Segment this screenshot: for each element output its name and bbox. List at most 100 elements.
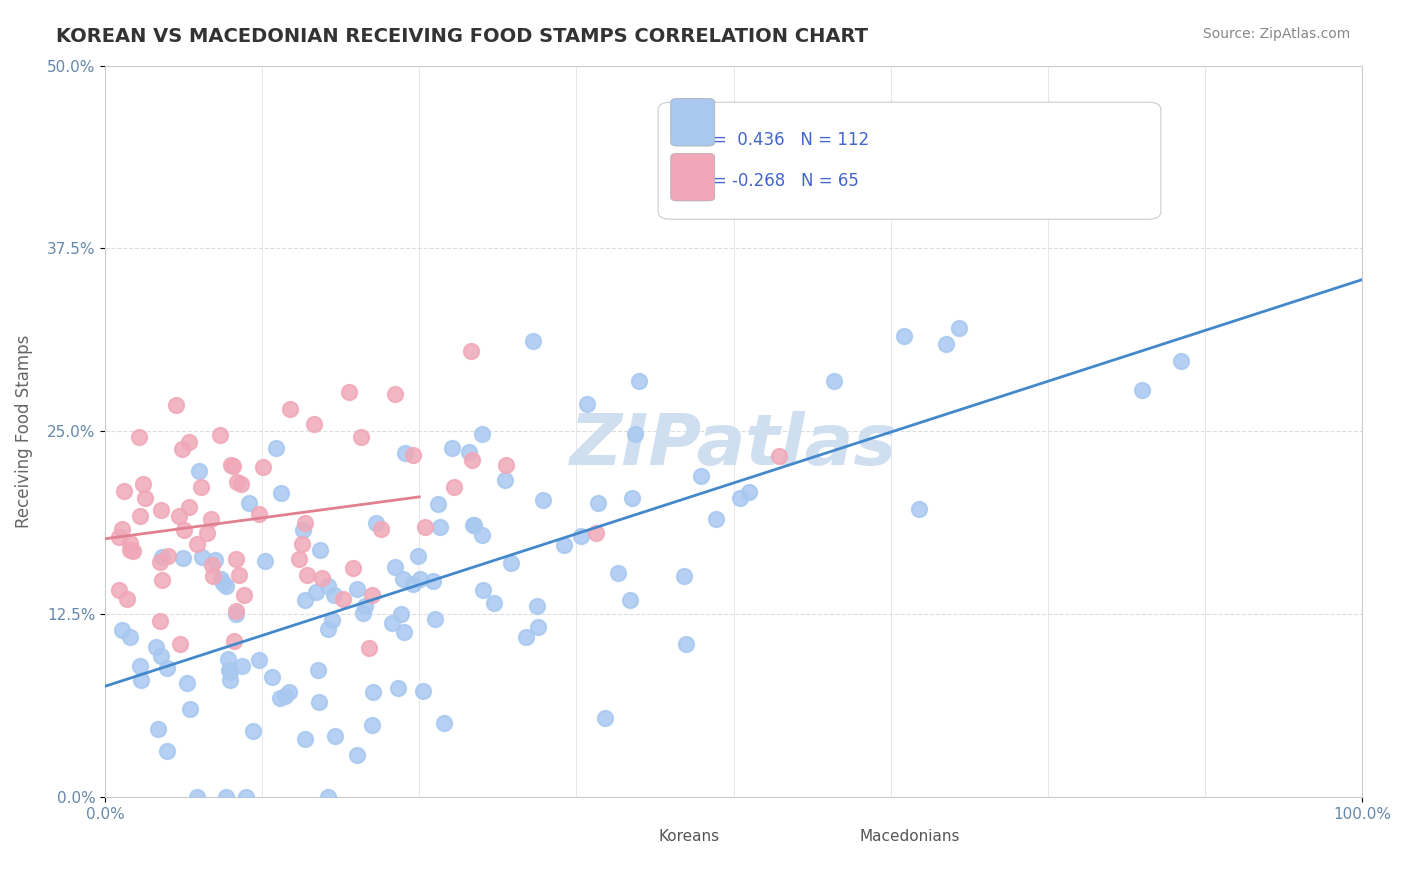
Point <box>672 569 695 583</box>
Point <box>342 561 364 575</box>
Point <box>121 543 143 558</box>
Point <box>689 469 711 483</box>
Point <box>215 579 238 593</box>
Text: Macedonians: Macedonians <box>859 829 960 844</box>
Point <box>1130 383 1153 397</box>
Point <box>527 620 550 634</box>
Point <box>176 676 198 690</box>
Point <box>402 576 425 591</box>
Point <box>169 509 191 524</box>
Point <box>359 641 381 656</box>
Point <box>149 649 172 664</box>
Point <box>186 537 208 551</box>
Point <box>381 616 404 631</box>
Point <box>585 525 607 540</box>
Point <box>191 550 214 565</box>
Point <box>384 560 406 574</box>
Point <box>458 445 481 459</box>
Point <box>111 523 134 537</box>
Point <box>402 448 425 462</box>
Point <box>316 578 339 592</box>
Point <box>232 588 254 602</box>
Point <box>384 386 406 401</box>
Text: Source: ZipAtlas.com: Source: ZipAtlas.com <box>1202 27 1350 41</box>
Point <box>606 566 628 580</box>
Point <box>262 670 284 684</box>
Point <box>219 665 242 679</box>
Point <box>229 477 252 491</box>
Point <box>270 485 292 500</box>
Point <box>128 429 150 443</box>
Text: KOREAN VS MACEDONIAN RECEIVING FOOD STAMPS CORRELATION CHART: KOREAN VS MACEDONIAN RECEIVING FOOD STAM… <box>56 27 869 45</box>
Point <box>149 503 172 517</box>
Point <box>148 722 170 736</box>
Point <box>392 572 415 586</box>
Point <box>169 637 191 651</box>
Point <box>621 491 644 506</box>
Point <box>423 612 446 626</box>
Point <box>247 653 270 667</box>
Point <box>225 604 247 618</box>
Point <box>908 501 931 516</box>
Point <box>460 452 482 467</box>
Point <box>129 509 152 524</box>
Point <box>247 507 270 521</box>
Point <box>387 681 409 695</box>
Point <box>290 537 312 551</box>
Point <box>294 516 316 530</box>
Point <box>157 549 180 563</box>
Point <box>948 320 970 334</box>
Point <box>627 375 650 389</box>
Point <box>515 631 537 645</box>
Point <box>129 673 152 687</box>
Point <box>471 582 494 597</box>
Point <box>302 417 325 432</box>
Point <box>531 492 554 507</box>
Point <box>218 663 240 677</box>
Point <box>893 328 915 343</box>
Point <box>112 484 135 499</box>
Point <box>323 729 346 743</box>
Point <box>738 484 761 499</box>
Point <box>217 652 239 666</box>
Point <box>202 569 225 583</box>
Point <box>132 476 155 491</box>
Text: Koreans: Koreans <box>658 829 720 844</box>
Point <box>482 596 505 610</box>
Point <box>288 551 311 566</box>
Point <box>277 685 299 699</box>
Point <box>409 572 432 586</box>
Point <box>305 584 328 599</box>
Point <box>266 441 288 455</box>
Point <box>553 538 575 552</box>
Point <box>179 500 201 514</box>
Text: ZIPatlas: ZIPatlas <box>569 411 897 481</box>
Point <box>427 497 450 511</box>
Point <box>204 553 226 567</box>
Point <box>389 607 412 621</box>
Point <box>730 491 752 506</box>
Point <box>209 572 232 586</box>
Y-axis label: Receiving Food Stamps: Receiving Food Stamps <box>15 334 32 528</box>
Point <box>291 523 314 537</box>
Point <box>294 732 316 747</box>
Point <box>370 522 392 536</box>
Point <box>165 398 187 412</box>
Point <box>323 589 346 603</box>
FancyBboxPatch shape <box>671 153 714 201</box>
Point <box>242 724 264 739</box>
Point <box>361 685 384 699</box>
Point <box>120 536 142 550</box>
Point <box>173 523 195 537</box>
Point <box>195 525 218 540</box>
Point <box>201 558 224 572</box>
Point <box>501 556 523 570</box>
Point <box>321 614 343 628</box>
Point <box>226 475 249 490</box>
Point <box>460 343 482 358</box>
Point <box>1170 354 1192 368</box>
Point <box>269 691 291 706</box>
Point <box>332 592 354 607</box>
Point <box>526 599 548 613</box>
Point <box>394 624 416 639</box>
